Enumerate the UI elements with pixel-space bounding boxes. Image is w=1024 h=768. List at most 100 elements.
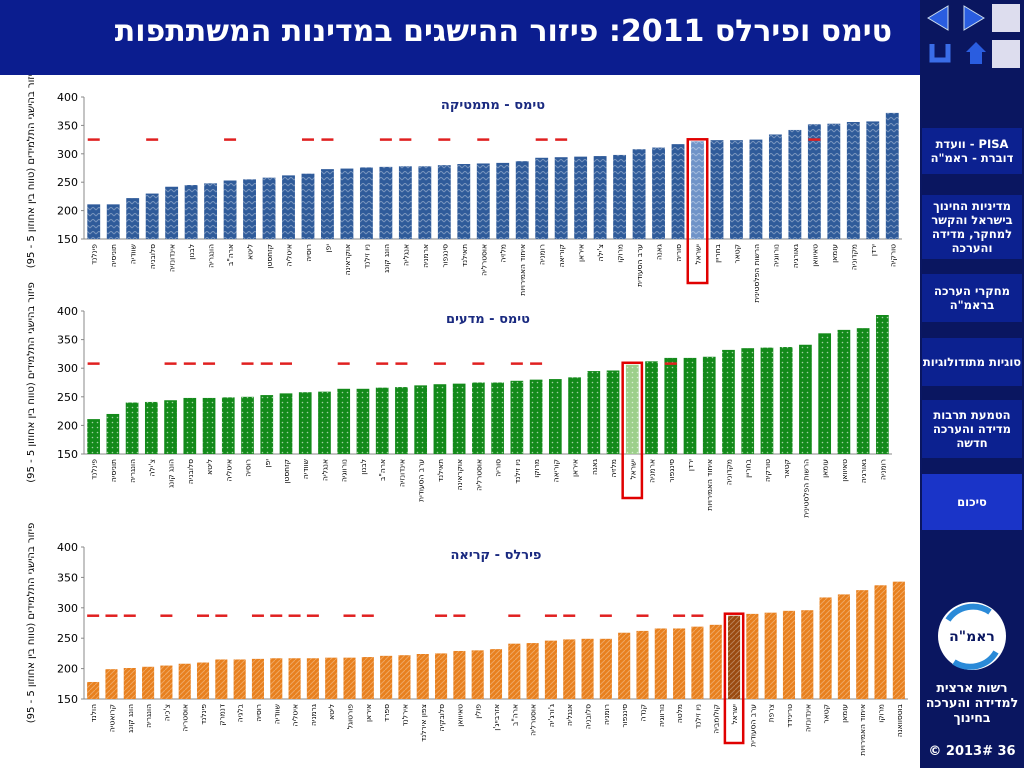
bar-texture — [526, 643, 539, 699]
bar-texture — [453, 650, 466, 699]
x-tick-label: אינדונזיה — [168, 244, 177, 272]
bar-texture — [262, 177, 276, 239]
x-tick-label: ניו זילנד — [693, 704, 702, 729]
bar-texture — [184, 185, 198, 239]
x-tick-label: קוריאה — [551, 459, 560, 482]
x-tick-label: ערב הסעודית — [635, 244, 644, 287]
x-tick-label: שוודיה — [129, 244, 138, 264]
bar-texture — [625, 364, 639, 454]
bar-texture — [106, 413, 120, 454]
x-tick-label: אוסטרליה — [474, 459, 483, 491]
bar-texture — [325, 657, 338, 699]
bar-texture — [788, 129, 802, 239]
menu-item[interactable]: מחקרי הערכה בראמ"ה — [922, 274, 1022, 322]
y-tick-label: 300 — [57, 148, 78, 161]
x-tick-label: יפן — [263, 459, 272, 468]
x-tick-label: הרשות הפלסטינית — [801, 459, 810, 518]
bar-texture — [508, 643, 521, 699]
x-tick-label: קטאר — [782, 459, 791, 478]
x-tick-label: הונגריה — [144, 704, 153, 728]
x-tick-label: מקדוניה — [849, 244, 858, 270]
nav-mouse[interactable] — [992, 40, 1020, 68]
bar-texture — [599, 638, 612, 699]
bar-texture — [510, 380, 524, 454]
menu-item[interactable]: מדיניות החינוך בישראל והקשר למחקר, מדידה… — [922, 195, 1022, 259]
bar-texture — [645, 361, 658, 454]
bar-texture — [288, 658, 301, 699]
bar-texture — [395, 387, 408, 454]
bar-texture — [223, 180, 237, 239]
bar-texture — [799, 344, 812, 454]
bar-texture — [202, 397, 216, 454]
bar-texture — [856, 328, 870, 454]
bar-texture — [613, 154, 627, 239]
bar-texture — [632, 149, 646, 239]
x-tick-label: ארה"ב — [378, 459, 387, 481]
nav-home[interactable] — [966, 42, 986, 64]
bar-texture — [818, 333, 832, 454]
x-tick-label: ניו זילנד — [513, 459, 522, 484]
highlight-box — [621, 361, 644, 500]
x-tick-label: ארמניה — [648, 459, 657, 483]
x-tick-label: בחריין — [744, 458, 753, 478]
bar-texture — [496, 162, 510, 239]
x-tick-label: אוקראינה — [455, 459, 464, 490]
x-tick-label: איחוד האמירויות — [705, 459, 714, 511]
x-tick-label: ירדן — [869, 244, 878, 256]
bar-texture — [251, 658, 264, 699]
bar-texture — [782, 610, 796, 699]
bar-texture — [144, 401, 158, 454]
y-tick-label: 400 — [57, 541, 78, 554]
y-tick-label: 200 — [57, 663, 78, 676]
y-tick-label: 150 — [57, 693, 78, 706]
x-tick-label: תוניסיה — [109, 244, 118, 267]
x-tick-label: גרמניה — [309, 704, 318, 726]
bar-texture — [301, 173, 315, 239]
x-tick-label: מלזיה — [499, 244, 508, 263]
bar-texture — [270, 658, 283, 699]
bar-texture — [233, 659, 246, 699]
x-tick-label: פינלנד — [90, 244, 99, 265]
x-tick-label: ערב הסעודית — [748, 704, 757, 747]
x-tick-label: גאורגיה — [791, 244, 800, 268]
menu-item[interactable]: PISA - וועדת דוברת - ראמ"ה — [922, 128, 1022, 174]
x-tick-label: פינלנד — [199, 704, 208, 725]
nav-prev[interactable] — [927, 5, 949, 31]
menu-item[interactable]: סיכום — [922, 474, 1022, 530]
x-tick-label: נורווגיה — [657, 704, 666, 727]
bar-texture — [606, 370, 620, 454]
bar-texture — [204, 183, 218, 239]
bar-texture — [416, 654, 429, 699]
x-tick-label: ג'ורג'יה — [547, 704, 556, 727]
x-tick-label: הולנד — [89, 704, 98, 722]
bar-texture — [87, 419, 100, 454]
menu-item[interactable]: סוגיות מתודולוגיות — [922, 338, 1022, 386]
nav-book[interactable] — [992, 4, 1020, 32]
x-tick-label: ליטא — [327, 704, 336, 720]
nav-icons — [920, 0, 1024, 75]
x-tick-label: אוסטרליה — [479, 244, 488, 276]
x-tick-label: איטליה — [291, 704, 300, 726]
x-tick-label: הונג קונג — [126, 704, 135, 733]
bar-texture — [535, 157, 549, 239]
bar-texture — [544, 640, 557, 699]
nav-back[interactable] — [929, 44, 951, 63]
x-tick-label: איטליה — [224, 459, 233, 481]
menu-item[interactable]: הטמעת תרבות מדידה והערכה חדשה — [922, 400, 1022, 458]
x-tick-label: הרשות הפלסטינית — [752, 244, 761, 303]
bar-texture — [593, 156, 607, 239]
bar-texture — [491, 382, 504, 454]
slide-number: © 2013# 36 — [928, 744, 1016, 759]
x-tick-label: אנגליה — [320, 459, 329, 481]
bar-texture — [126, 198, 140, 239]
bar-texture — [846, 121, 860, 239]
bar-texture — [433, 384, 447, 454]
bar-texture — [196, 662, 210, 699]
highlight-box — [686, 138, 709, 285]
bar-texture — [779, 347, 793, 454]
bar-texture — [318, 391, 331, 454]
bar-texture — [471, 650, 484, 699]
x-tick-label: אנגליה — [401, 244, 410, 266]
nav-next[interactable] — [963, 5, 985, 31]
